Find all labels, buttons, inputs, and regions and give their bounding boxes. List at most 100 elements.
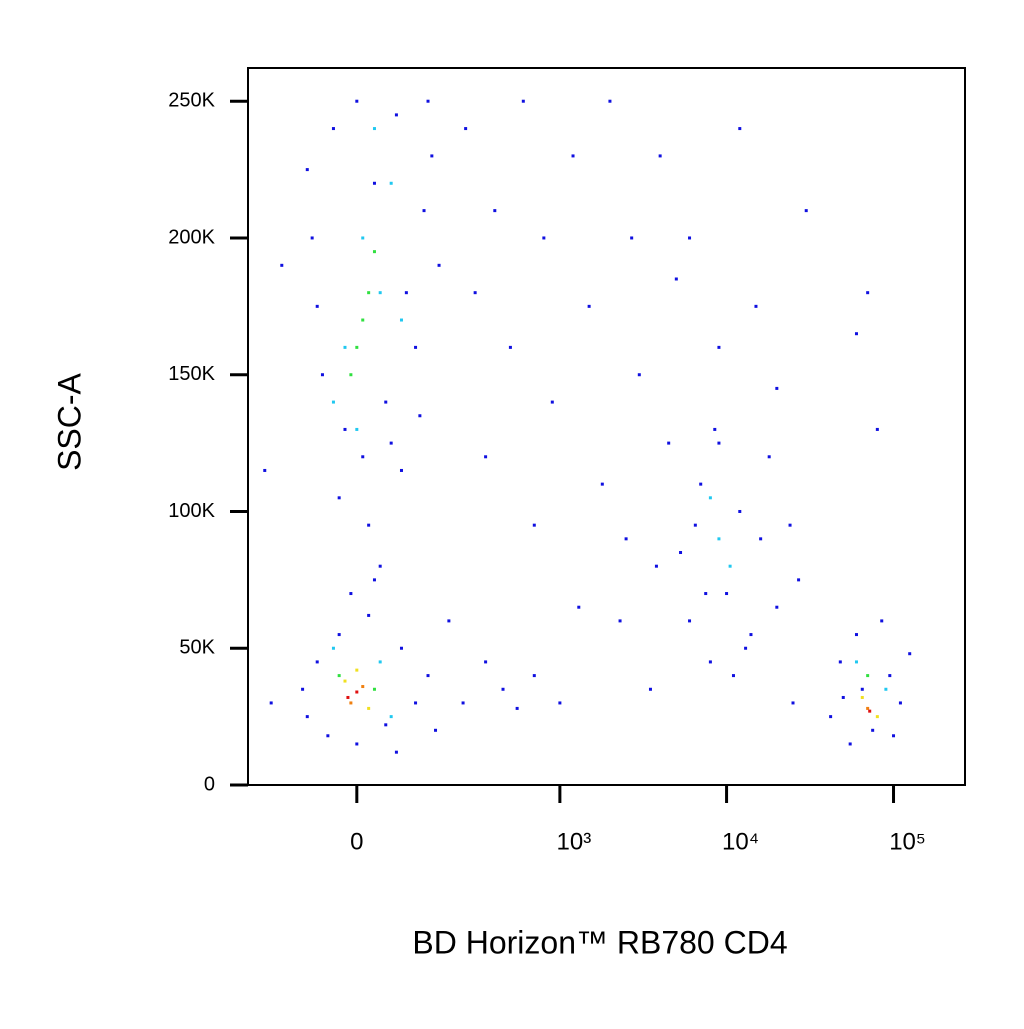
data-point (558, 701, 562, 705)
data-point (305, 715, 309, 719)
data-point (791, 701, 795, 705)
data-point (738, 127, 742, 131)
data-point (679, 551, 683, 555)
data-point (532, 523, 536, 527)
data-point (384, 400, 388, 404)
data-point (688, 236, 692, 240)
data-point (378, 291, 382, 295)
data-point (404, 291, 408, 295)
x-axis-label: BD Horizon™ RB780 CD4 (412, 924, 787, 960)
data-point (838, 660, 842, 664)
data-point (349, 373, 353, 377)
data-point (693, 523, 697, 527)
data-point (367, 613, 371, 617)
y-tick-label: 150K (168, 363, 215, 385)
data-point (767, 455, 771, 459)
data-point (426, 99, 430, 103)
data-point (337, 633, 341, 637)
y-tick-label: 250K (168, 89, 215, 111)
data-point (829, 715, 833, 719)
data-point (414, 345, 418, 349)
data-point (654, 564, 658, 568)
data-point (744, 646, 748, 650)
data-point (263, 468, 267, 472)
x-tick-label: 10⁴ (722, 828, 759, 855)
data-point (841, 695, 845, 699)
data-point (717, 537, 721, 541)
data-point (804, 209, 808, 213)
data-point (708, 660, 712, 664)
data-point (854, 332, 858, 336)
data-point (860, 695, 864, 699)
data-point (310, 236, 314, 240)
data-point (775, 605, 779, 609)
data-point (717, 345, 721, 349)
data-point (337, 674, 341, 678)
data-point (355, 690, 359, 694)
data-point (355, 668, 359, 672)
y-tick-label: 50K (179, 637, 215, 659)
data-point (630, 236, 634, 240)
plot-frame (247, 67, 966, 786)
data-point (725, 592, 729, 596)
data-point (414, 701, 418, 705)
data-point (637, 373, 641, 377)
data-point (898, 701, 902, 705)
data-point (704, 592, 708, 596)
data-point (866, 706, 870, 710)
data-point (367, 523, 371, 527)
data-point (355, 99, 359, 103)
data-point (346, 695, 350, 699)
data-point (708, 496, 712, 500)
data-point (269, 701, 273, 705)
data-point (372, 127, 376, 131)
data-point (464, 127, 468, 131)
data-point (888, 674, 892, 678)
data-point (493, 209, 497, 213)
data-point (437, 263, 441, 267)
data-point (447, 619, 451, 623)
data-point (884, 687, 888, 691)
data-point (372, 250, 376, 254)
data-point (389, 715, 393, 719)
data-point (361, 455, 365, 459)
data-point (788, 523, 792, 527)
data-point (648, 687, 652, 691)
data-point (430, 154, 434, 158)
x-tick-label: 10⁵ (889, 828, 926, 855)
data-point (550, 400, 554, 404)
data-point (542, 236, 546, 240)
data-point (713, 427, 717, 431)
data-point (355, 427, 359, 431)
data-point (331, 646, 335, 650)
data-point (361, 236, 365, 240)
data-point (577, 605, 581, 609)
data-point (361, 318, 365, 322)
data-point (355, 345, 359, 349)
data-point (854, 660, 858, 664)
data-point (372, 181, 376, 185)
data-point (674, 277, 678, 281)
data-point (434, 728, 438, 732)
data-point (624, 537, 628, 541)
data-point (532, 674, 536, 678)
data-point (484, 660, 488, 664)
data-point (349, 592, 353, 596)
data-point (866, 291, 870, 295)
data-point (384, 723, 388, 727)
data-point (367, 291, 371, 295)
data-point (280, 263, 284, 267)
y-tick-label: 0 (204, 773, 215, 795)
data-point (372, 687, 376, 691)
data-point (848, 742, 852, 746)
data-point (361, 685, 365, 689)
data-point (797, 578, 801, 582)
data-point (775, 386, 779, 390)
data-point (508, 345, 512, 349)
data-point (871, 728, 875, 732)
data-point (343, 679, 347, 683)
data-point (868, 709, 872, 713)
data-point (875, 715, 879, 719)
data-point (378, 564, 382, 568)
